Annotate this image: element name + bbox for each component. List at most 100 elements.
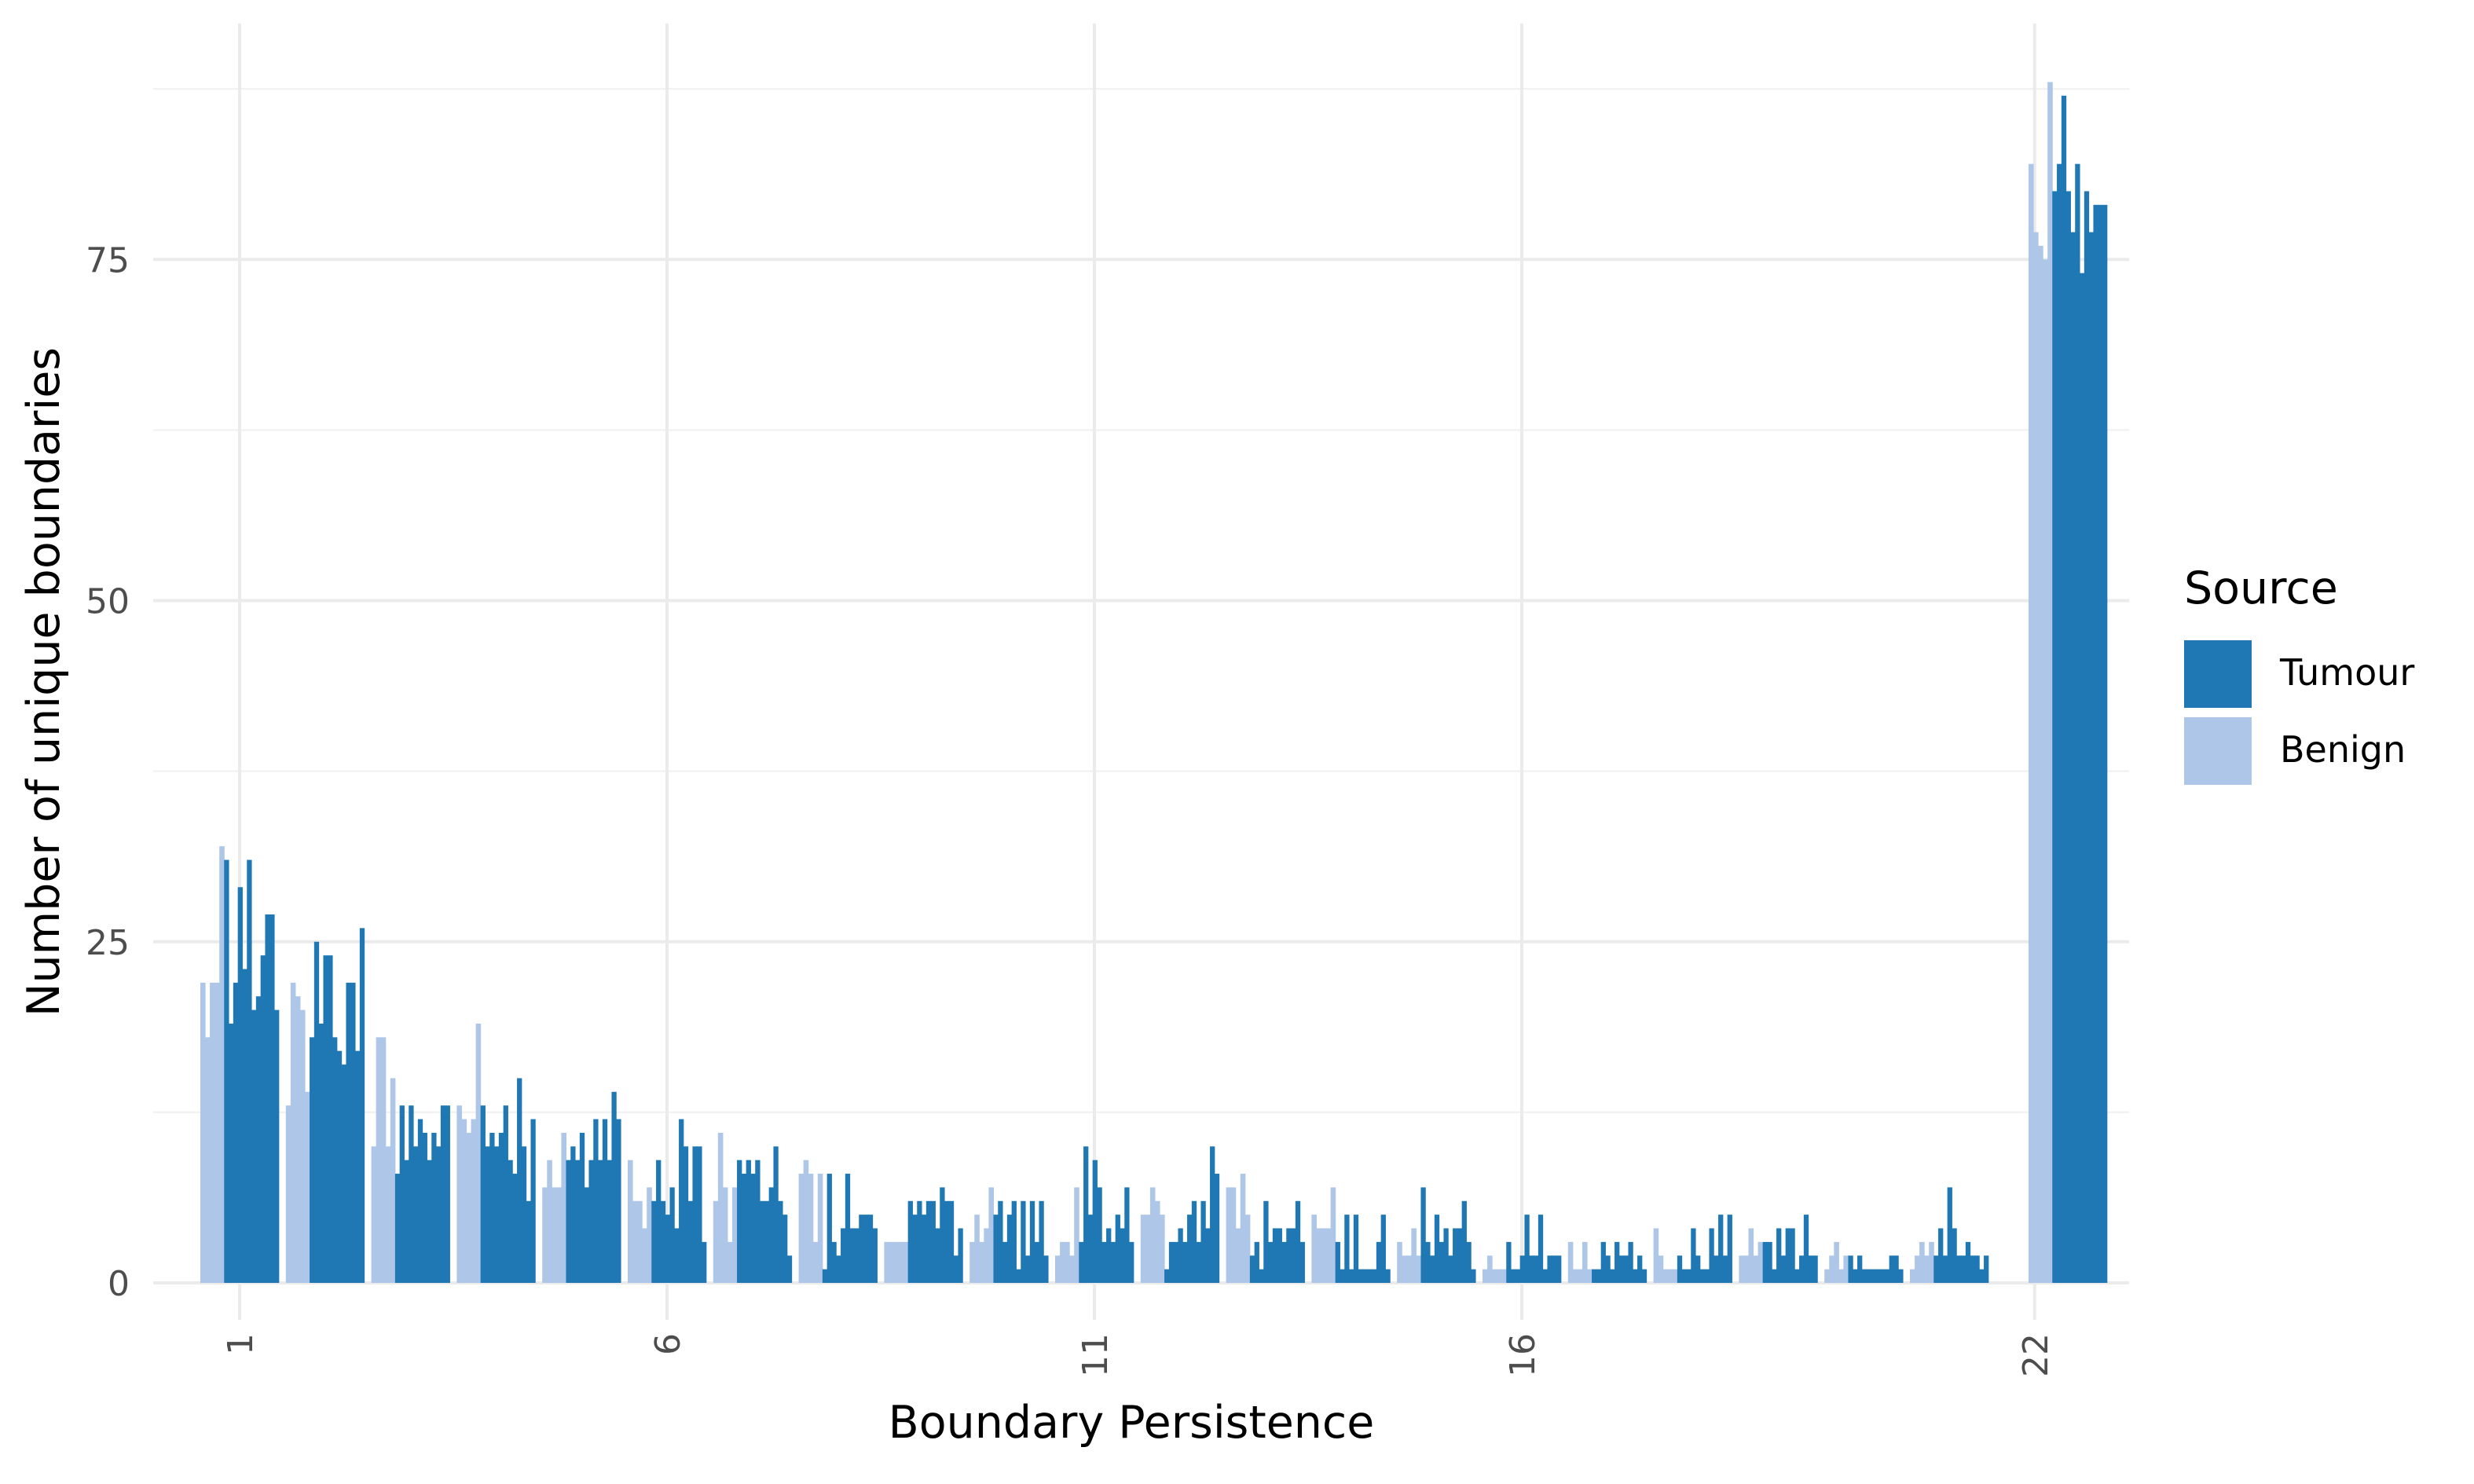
bar-tumour-p9-6 — [935, 1228, 940, 1283]
y-axis-title: Number of unique boundaries — [18, 347, 70, 1017]
bar-tumour-p15-8 — [1457, 1228, 1463, 1283]
bar-benign-p16-4 — [1501, 1269, 1507, 1283]
bar-benign-p12-3 — [1154, 1200, 1160, 1283]
bar-tumour-p1-3 — [237, 887, 243, 1283]
bar-tumour-p22-11 — [2102, 204, 2108, 1283]
bar-tumour-p5-9 — [607, 1160, 612, 1283]
bar-tumour-p19-8 — [1799, 1255, 1805, 1283]
bar-benign-p12-0 — [1140, 1215, 1146, 1283]
legend: Source Tumour Benign — [2184, 562, 2414, 785]
bar-tumour-p14-9 — [1376, 1241, 1382, 1283]
bar-tumour-p14-2 — [1344, 1215, 1350, 1283]
bar-tumour-p21-10 — [1979, 1269, 1985, 1283]
bar-tumour-p15-9 — [1461, 1200, 1467, 1283]
bar-benign-p22-0 — [2029, 163, 2034, 1283]
bar-tumour-p3-5 — [417, 1119, 423, 1283]
bar-tumour-p13-3 — [1263, 1200, 1269, 1283]
bar-benign-p17-3 — [1582, 1241, 1588, 1283]
bar-tumour-p18-8 — [1713, 1255, 1719, 1283]
bar-tumour-p15-10 — [1466, 1241, 1472, 1283]
bar-benign-p2-0 — [285, 1105, 291, 1283]
bar-benign-p13-0 — [1226, 1187, 1232, 1283]
bar-benign-p3-1 — [376, 1037, 382, 1283]
bar-tumour-p14-1 — [1340, 1269, 1345, 1283]
bar-tumour-p20-9 — [1889, 1255, 1894, 1283]
bar-tumour-p14-7 — [1367, 1269, 1373, 1283]
bar-tumour-p4-5 — [503, 1105, 508, 1283]
bar-benign-p2-1 — [290, 982, 296, 1283]
bar-tumour-p5-5 — [588, 1160, 594, 1283]
bar-tumour-p12-0 — [1164, 1269, 1170, 1283]
x-tick-label-2: 11 — [1076, 1333, 1116, 1377]
bar-tumour-p17-0 — [1592, 1269, 1597, 1283]
bar-tumour-p9-2 — [917, 1200, 922, 1283]
bar-tumour-p12-10 — [1210, 1146, 1215, 1283]
bar-tumour-p3-4 — [413, 1146, 419, 1283]
bar-benign-p3-3 — [385, 1146, 391, 1283]
bar-benign-p9-1 — [889, 1241, 895, 1283]
bar-tumour-p18-7 — [1709, 1228, 1714, 1283]
bar-benign-p19-2 — [1748, 1228, 1754, 1283]
bar-tumour-p3-11 — [445, 1105, 450, 1283]
bar-benign-p8-3 — [812, 1241, 819, 1283]
bar-tumour-p1-4 — [242, 969, 247, 1283]
bar-tumour-p3-10 — [440, 1105, 446, 1283]
bar-tumour-p5-8 — [602, 1119, 608, 1283]
bar-tumour-p11-6 — [1106, 1228, 1112, 1283]
bar-benign-p5-1 — [547, 1160, 552, 1283]
bar-tumour-p6-11 — [702, 1241, 707, 1283]
bar-tumour-p18-1 — [1681, 1269, 1687, 1283]
bar-tumour-p16-6 — [1534, 1255, 1539, 1283]
bar-tumour-p16-4 — [1524, 1215, 1530, 1283]
legend-label-tumour: Tumour — [2279, 651, 2414, 694]
bar-tumour-p6-1 — [656, 1160, 662, 1283]
bar-benign-p22-3 — [2043, 259, 2048, 1283]
bar-tumour-p3-9 — [436, 1146, 442, 1283]
bar-tumour-p3-8 — [431, 1132, 437, 1283]
bar-tumour-p12-9 — [1205, 1228, 1211, 1283]
bar-tumour-p4-4 — [498, 1132, 504, 1283]
bar-tumour-p11-11 — [1129, 1241, 1134, 1283]
bar-tumour-p13-8 — [1286, 1228, 1292, 1283]
bar-benign-p1-3 — [214, 982, 220, 1283]
bar-tumour-p5-10 — [611, 1091, 617, 1283]
bar-tumour-p6-2 — [660, 1200, 666, 1283]
bar-tumour-p7-4 — [755, 1160, 761, 1283]
bar-benign-p6-2 — [637, 1200, 643, 1283]
bar-tumour-p21-8 — [1970, 1255, 1975, 1283]
bar-tumour-p18-3 — [1691, 1228, 1696, 1283]
bar-benign-p10-2 — [979, 1241, 984, 1283]
bar-benign-p10-1 — [974, 1215, 980, 1283]
bar-tumour-p10-8 — [1029, 1200, 1035, 1283]
bar-tumour-p4-9 — [521, 1146, 527, 1283]
bar-benign-p6-4 — [647, 1187, 652, 1283]
bar-tumour-p11-5 — [1101, 1241, 1107, 1283]
bar-tumour-p6-5 — [674, 1228, 680, 1283]
bar-tumour-p9-10 — [953, 1255, 958, 1283]
bar-benign-p4-0 — [456, 1105, 462, 1283]
bar-benign-p9-3 — [898, 1241, 904, 1283]
bar-tumour-p21-11 — [1984, 1255, 1989, 1283]
bar-tumour-p15-0 — [1420, 1187, 1426, 1283]
bar-benign-p15-1 — [1402, 1255, 1407, 1283]
bar-tumour-p4-2 — [489, 1132, 495, 1283]
bar-tumour-p9-1 — [912, 1215, 918, 1283]
bar-tumour-p18-5 — [1699, 1269, 1706, 1283]
bar-tumour-p20-2 — [1857, 1255, 1863, 1283]
bar-tumour-p11-2 — [1087, 1215, 1094, 1283]
bar-tumour-p6-3 — [665, 1215, 670, 1283]
bar-tumour-p15-1 — [1425, 1241, 1431, 1283]
bar-benign-p10-4 — [988, 1187, 994, 1283]
bar-tumour-p12-3 — [1178, 1228, 1183, 1283]
bar-benign-p14-4 — [1330, 1187, 1336, 1283]
bar-tumour-p6-7 — [683, 1146, 689, 1283]
bar-benign-p6-3 — [642, 1228, 647, 1283]
bar-benign-p15-3 — [1411, 1228, 1417, 1283]
bar-benign-p9-0 — [884, 1241, 889, 1283]
bar-benign-p13-3 — [1240, 1174, 1246, 1283]
bar-tumour-p20-7 — [1880, 1269, 1886, 1283]
bar-benign-p12-1 — [1145, 1215, 1151, 1283]
x-tick-label-0: 1 — [221, 1333, 261, 1355]
bar-benign-p7-4 — [732, 1187, 738, 1283]
bar-tumour-p10-9 — [1034, 1241, 1039, 1283]
